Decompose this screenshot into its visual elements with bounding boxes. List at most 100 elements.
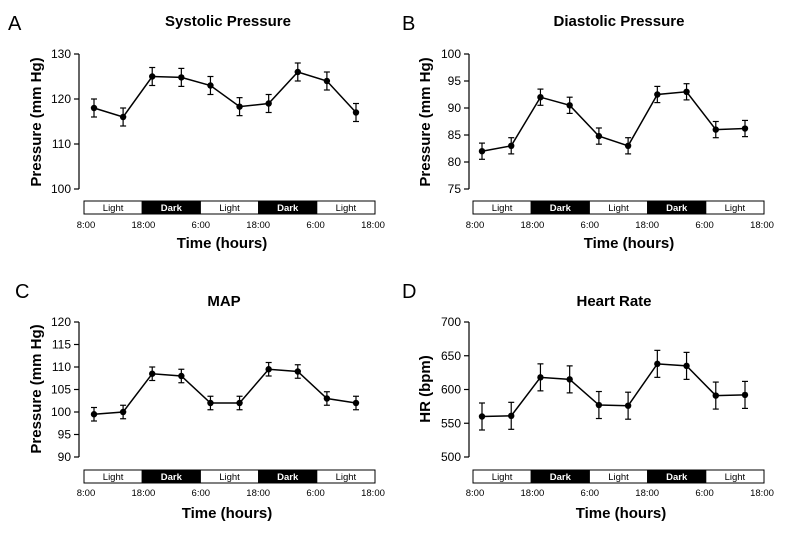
x-tick-label: 18:00 xyxy=(132,488,156,499)
x-tick-label: 6:00 xyxy=(695,220,714,231)
data-point xyxy=(741,391,749,399)
x-tick-label: 8:00 xyxy=(466,488,485,499)
x-tick-label: 18:00 xyxy=(361,220,385,231)
y-tick-label: 80 xyxy=(448,155,462,169)
series-line xyxy=(481,91,746,152)
y-tick-label: 550 xyxy=(441,416,461,430)
panel-c: C MAP Pressure (mm Hg) Time (hours) 90 95… xyxy=(15,281,385,522)
light-period-band xyxy=(316,200,376,215)
x-tick-label: 18:00 xyxy=(132,220,156,231)
panel-b: B Diastolic Pressure Pressure (mm Hg) Ti… xyxy=(402,13,774,252)
plot-area-b: 75 80 85 90 95 100 Light Dark Light Dark Light 8:00… xyxy=(441,47,774,231)
data-point xyxy=(149,73,156,80)
data-point xyxy=(207,399,214,407)
x-tick-label: 18:00 xyxy=(246,488,270,499)
x-axis-label-c: Time (hours) xyxy=(182,505,273,522)
x-tick-label: 18:00 xyxy=(521,488,545,499)
dark-period-label: Dark xyxy=(550,203,572,214)
y-tick-label: 110 xyxy=(52,360,71,374)
panel-label-b: B xyxy=(402,13,415,35)
y-tick-label: 100 xyxy=(51,405,71,419)
y-tick-label: 650 xyxy=(441,349,461,363)
panel-label-c: C xyxy=(15,281,29,303)
light-period-band xyxy=(316,469,376,484)
y-tick-label: 120 xyxy=(51,92,71,106)
data-point xyxy=(566,376,573,383)
data-point xyxy=(236,103,243,110)
data-point xyxy=(712,126,719,133)
y-axis-label-b: Pressure (mm Hg) xyxy=(417,57,434,186)
data-point xyxy=(265,366,272,373)
light-period-label: Light xyxy=(336,203,357,214)
data-point xyxy=(537,94,544,101)
y-axis-label-c: Pressure (mm Hg) xyxy=(28,324,45,453)
data-point xyxy=(178,372,185,380)
data-point xyxy=(624,142,632,149)
y-axis-label-d: HR (bpm) xyxy=(417,355,434,423)
data-point xyxy=(90,104,98,112)
light-period-label: Light xyxy=(725,203,746,214)
data-point xyxy=(508,142,515,149)
y-tick-label: 90 xyxy=(58,450,72,464)
data-point xyxy=(595,132,603,140)
y-tick-label: 110 xyxy=(52,137,71,151)
chart-title-d: Heart Rate xyxy=(576,293,651,310)
light-period-band xyxy=(705,200,765,215)
x-tick-label: 18:00 xyxy=(361,488,385,499)
y-tick-label: 700 xyxy=(441,315,461,329)
light-period-label: Light xyxy=(608,472,629,483)
data-point xyxy=(478,413,486,420)
y-tick-label: 95 xyxy=(58,428,72,442)
light-period-label: Light xyxy=(103,203,124,214)
x-tick-label: 18:00 xyxy=(635,488,659,499)
data-point xyxy=(207,82,214,89)
data-point xyxy=(265,100,272,107)
light-period-label: Light xyxy=(608,203,629,214)
y-tick-label: 105 xyxy=(51,383,71,397)
data-point xyxy=(323,77,331,85)
x-tick-label: 6:00 xyxy=(695,488,714,499)
y-tick-label: 500 xyxy=(441,450,461,464)
data-point xyxy=(508,412,515,420)
chart-title-b: Diastolic Pressure xyxy=(554,13,685,30)
dark-period-label: Dark xyxy=(277,203,299,214)
y-tick-label: 120 xyxy=(51,315,71,329)
plot-area-a: 100 110 120 130 Light Dark Light Dark Light 8:00 1… xyxy=(51,47,385,231)
data-point xyxy=(236,399,243,407)
y-tick-label: 90 xyxy=(448,101,462,115)
x-tick-label: 6:00 xyxy=(306,220,325,231)
dark-period-label: Dark xyxy=(277,472,299,483)
series-line xyxy=(481,363,746,418)
plot-area-d: 500 550 600 650 700 Light Dark Light Dark Light 8:… xyxy=(441,315,774,499)
x-tick-label: 18:00 xyxy=(750,488,774,499)
x-tick-label: 6:00 xyxy=(306,488,325,499)
x-tick-label: 8:00 xyxy=(77,220,96,231)
data-point xyxy=(294,68,301,76)
data-point xyxy=(119,408,127,416)
y-tick-label: 100 xyxy=(51,182,71,196)
panel-label-a: A xyxy=(8,13,22,35)
light-period-band xyxy=(705,469,765,484)
x-tick-label: 18:00 xyxy=(246,220,270,231)
panel-label-d: D xyxy=(402,281,416,303)
x-tick-label: 8:00 xyxy=(466,220,485,231)
x-tick-label: 6:00 xyxy=(581,220,600,231)
chart-title-c: MAP xyxy=(207,293,240,310)
data-point xyxy=(178,74,185,81)
plot-area-c: 90 95 100 105 110 115 120 Light Dark Light Dark Lig… xyxy=(51,315,385,499)
data-point xyxy=(294,368,301,375)
x-tick-label: 6:00 xyxy=(192,220,211,231)
light-period-label: Light xyxy=(725,472,746,483)
dark-period-label: Dark xyxy=(666,203,688,214)
data-point xyxy=(624,402,632,409)
data-point xyxy=(712,392,719,399)
x-tick-label: 8:00 xyxy=(77,488,96,499)
x-tick-label: 6:00 xyxy=(192,488,211,499)
data-point xyxy=(537,374,544,381)
data-point xyxy=(478,148,486,155)
y-tick-label: 95 xyxy=(448,74,462,88)
light-period-label: Light xyxy=(336,472,357,483)
series-line xyxy=(93,368,357,415)
data-point xyxy=(683,362,690,370)
x-tick-label: 6:00 xyxy=(581,488,600,499)
